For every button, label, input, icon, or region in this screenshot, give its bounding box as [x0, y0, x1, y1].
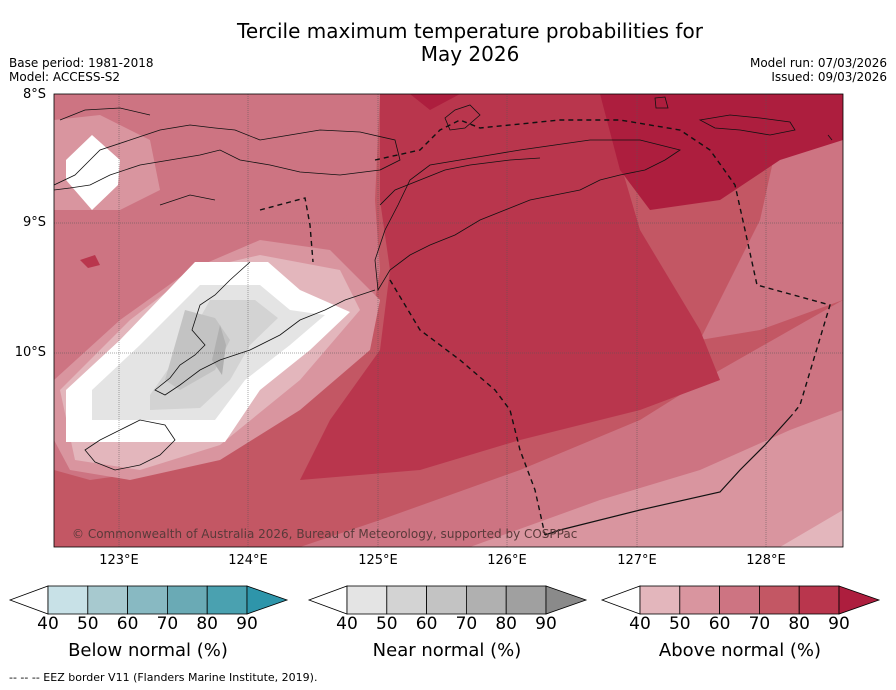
colorbar-above-arrow-low: [600, 585, 641, 615]
model-run: Model run: 07/03/2026: [749, 56, 887, 70]
issued-date: Issued: 09/03/2026: [771, 70, 887, 84]
colorbar-above-title: Above normal (%): [658, 640, 822, 661]
colorbar-above-segment: [679, 585, 720, 615]
colorbar-above-tick: 40: [629, 614, 651, 634]
colorbar-near-segment: [465, 585, 507, 615]
lat-label-8s: 8°S: [22, 87, 46, 102]
field-80-spot: [80, 255, 100, 268]
field-near-60: [165, 310, 230, 390]
lon-label-128e: 128°E: [746, 553, 786, 568]
colorbar-near-segment: [505, 585, 547, 615]
colorbar-below-tick: 60: [116, 614, 139, 634]
field-90-north: [410, 94, 460, 110]
map-title-line2: May 2026: [420, 42, 520, 66]
colorbar-near-tick: 70: [455, 614, 478, 634]
colorbar-above-segment: [798, 585, 840, 615]
field-50-south: [470, 410, 843, 547]
map-frame: [53, 93, 844, 548]
colorbar-below-tick: 40: [37, 614, 59, 634]
field-40-corner: [780, 510, 843, 547]
model-name: Model: ACCESS-S2: [9, 70, 121, 84]
colorbar-below-segment: [47, 585, 89, 615]
colorbar-below-arrow-high: [246, 585, 289, 615]
colorbar-above-tick: 50: [668, 614, 691, 634]
colorbar-near-segment: [346, 585, 388, 615]
colorbar-below-segment: [127, 585, 168, 615]
lon-label-124e: 124°E: [228, 553, 268, 568]
colorbar-below-segment: [166, 585, 208, 615]
colorbar-near-title: Near normal (%): [372, 640, 522, 661]
colorbar-near-tick: 50: [375, 614, 398, 634]
field-90-northeast: [600, 94, 843, 210]
colorbar-near-arrow-high: [545, 585, 588, 615]
field-white-nw: [66, 135, 120, 210]
colorbar-above-tick: 60: [708, 614, 731, 634]
map-title-line1: Tercile maximum temperature probabilitie…: [237, 19, 703, 43]
lat-label-9s: 9°S: [22, 215, 46, 230]
coastlines: [54, 96, 833, 471]
colorbar-above-arrow-high: [838, 585, 881, 615]
colorbar-below-tick: 70: [156, 614, 179, 634]
base-period: Base period: 1981-2018: [9, 56, 154, 70]
copyright-note: © Commonwealth of Australia 2026, Bureau…: [72, 527, 577, 541]
colorbar-below-title: Below normal (%): [68, 640, 228, 661]
colorbar-above-segment: [759, 585, 800, 615]
colorbar-near-segment: [426, 585, 467, 615]
colorbar-below-tick: 80: [196, 614, 218, 634]
colorbar-above: [600, 585, 881, 615]
eez-footnote: -- -- -- EEZ border V11 (Flanders Marine…: [9, 671, 318, 684]
colorbar-above-tick: 90: [828, 614, 850, 634]
colorbar-near: [307, 585, 588, 615]
colorbar-near-tick: 40: [336, 614, 358, 634]
colorbar-below-segment: [206, 585, 248, 615]
colorbar-below-arrow-low: [8, 585, 49, 615]
colorbar-near-segment: [386, 585, 427, 615]
colorbar-above-tick: 80: [788, 614, 810, 634]
lat-label-10s: 10°S: [14, 345, 46, 360]
colorbar-below-tick: 90: [236, 614, 258, 634]
colorbar-below-tick: 50: [76, 614, 99, 634]
colorbar-near-tick: 80: [495, 614, 517, 634]
eez-solid-border: [544, 414, 793, 536]
lon-label-126e: 126°E: [487, 553, 527, 568]
graticule: [54, 94, 843, 547]
lon-label-125e: 125°E: [358, 553, 398, 568]
lon-label-127e: 127°E: [617, 553, 657, 568]
field-60-east: [700, 120, 843, 340]
colorbar-below: [8, 585, 289, 615]
colorbar-near-arrow-low: [307, 585, 348, 615]
eez-border: [259, 119, 831, 536]
lon-label-123e: 123°E: [99, 553, 139, 568]
colorbar-above-segment: [719, 585, 760, 615]
colorbar-near-tick: 90: [535, 614, 557, 634]
colorbar-above-segment: [639, 585, 681, 615]
colorbar-above-tick: 70: [748, 614, 771, 634]
colorbar-near-tick: 60: [415, 614, 438, 634]
colorbar-below-segment: [87, 585, 129, 615]
